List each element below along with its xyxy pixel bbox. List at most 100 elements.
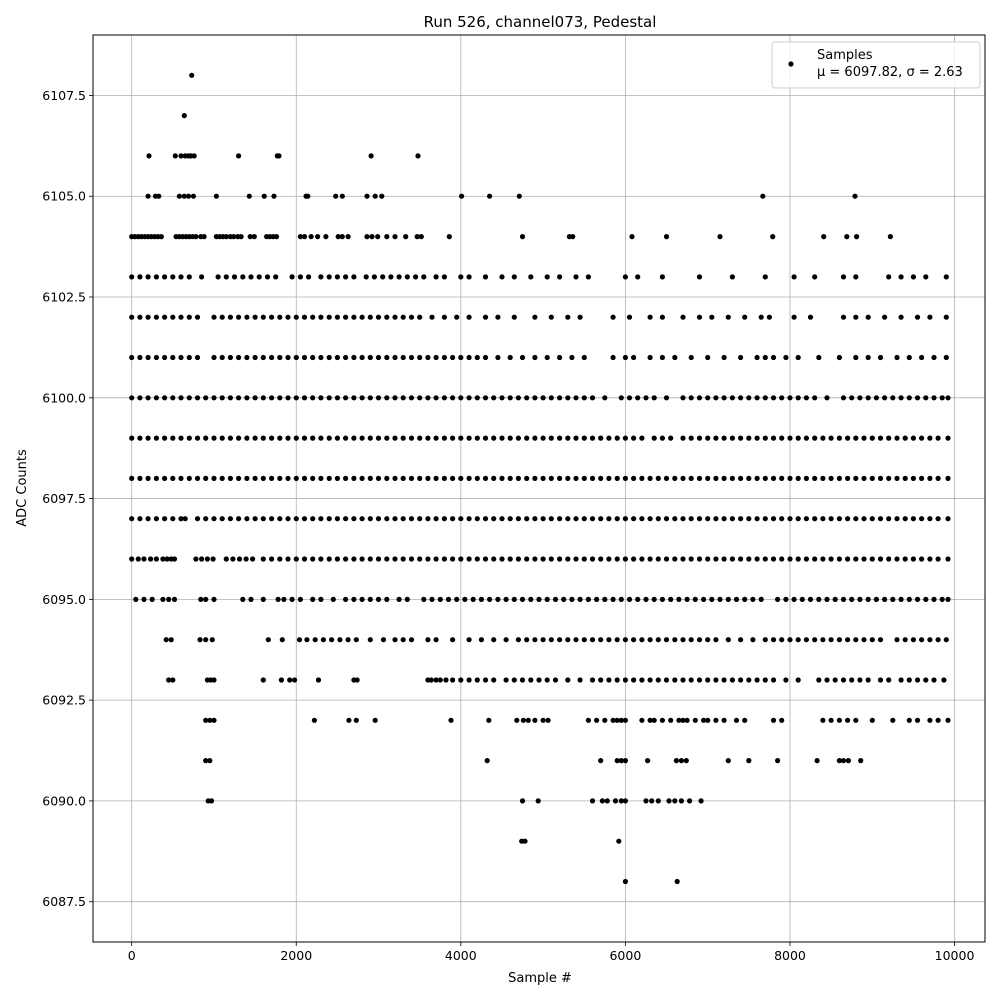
data-point [672, 516, 678, 522]
data-point [507, 475, 513, 481]
data-point [536, 677, 542, 683]
data-point [709, 314, 715, 320]
data-point [602, 596, 608, 603]
data-point [359, 435, 365, 441]
data-point [333, 193, 339, 199]
legend-marker [788, 61, 794, 67]
data-point [458, 395, 464, 401]
data-point [375, 596, 382, 603]
data-point [585, 717, 592, 723]
data-point [466, 395, 472, 401]
data-point [293, 435, 299, 441]
data-point [367, 516, 373, 522]
data-point [945, 596, 951, 603]
data-point [334, 556, 340, 562]
data-point [853, 556, 859, 562]
data-point [495, 596, 501, 603]
data-point [293, 314, 299, 320]
data-point [828, 516, 834, 522]
data-point [614, 516, 620, 522]
data-point [676, 717, 682, 723]
data-point [557, 637, 563, 643]
data-point [898, 677, 904, 683]
data-point [211, 717, 217, 723]
data-point [277, 516, 283, 522]
data-point [367, 435, 373, 441]
data-point [135, 556, 141, 562]
data-point [484, 758, 490, 764]
data-point [186, 314, 192, 320]
data-point [659, 717, 666, 723]
data-point [849, 395, 855, 401]
data-point [861, 475, 867, 481]
y-tick-label: 6105.0 [42, 189, 86, 204]
data-point [713, 395, 719, 401]
data-point [606, 556, 612, 562]
data-point [310, 395, 316, 401]
data-point [599, 798, 606, 804]
data-point [511, 274, 517, 280]
data-point [305, 193, 311, 199]
data-point [289, 596, 295, 603]
data-point [581, 637, 587, 643]
data-point [557, 395, 563, 401]
data-point [433, 274, 439, 280]
data-point [696, 395, 703, 401]
data-point [869, 516, 875, 522]
data-point [418, 234, 424, 240]
data-point [516, 193, 522, 199]
data-point [894, 516, 900, 522]
data-point [433, 516, 439, 522]
data-point [738, 516, 744, 522]
data-point [227, 475, 233, 481]
data-point [536, 596, 542, 603]
data-point [499, 556, 505, 562]
data-point [425, 395, 431, 401]
data-point [178, 395, 184, 401]
data-point [770, 475, 777, 481]
data-point [832, 677, 838, 683]
data-point [836, 556, 843, 562]
data-point [795, 475, 801, 481]
data-point [223, 556, 229, 562]
data-point [941, 677, 947, 683]
data-point [598, 516, 604, 522]
data-point [754, 677, 760, 683]
data-point [408, 516, 415, 522]
data-point [252, 314, 258, 320]
data-point [532, 516, 538, 522]
data-point [622, 435, 629, 441]
data-point [886, 475, 892, 481]
data-point [392, 395, 398, 401]
data-point [203, 637, 209, 643]
data-point [466, 314, 472, 320]
data-point [914, 717, 921, 723]
data-point [181, 193, 187, 199]
data-point [293, 475, 299, 481]
data-point [701, 596, 707, 603]
data-point [672, 475, 678, 481]
data-point [945, 395, 951, 401]
data-point [544, 354, 550, 361]
data-point [713, 717, 719, 723]
data-point [372, 193, 378, 199]
plot-area-frame [92, 34, 986, 943]
data-point [339, 193, 345, 199]
data-point [318, 516, 324, 522]
data-point [458, 516, 464, 522]
data-point [939, 596, 945, 603]
data-point [359, 475, 365, 481]
data-point [762, 274, 768, 280]
data-point [877, 475, 884, 481]
data-point [840, 758, 847, 764]
data-point [945, 556, 951, 562]
data-point [129, 314, 135, 320]
data-point [211, 435, 217, 441]
data-point [380, 637, 387, 643]
data-point [260, 395, 266, 401]
data-point [244, 354, 250, 361]
data-point [474, 475, 480, 481]
data-point [326, 314, 332, 320]
data-point [548, 475, 554, 481]
data-point [729, 475, 736, 481]
